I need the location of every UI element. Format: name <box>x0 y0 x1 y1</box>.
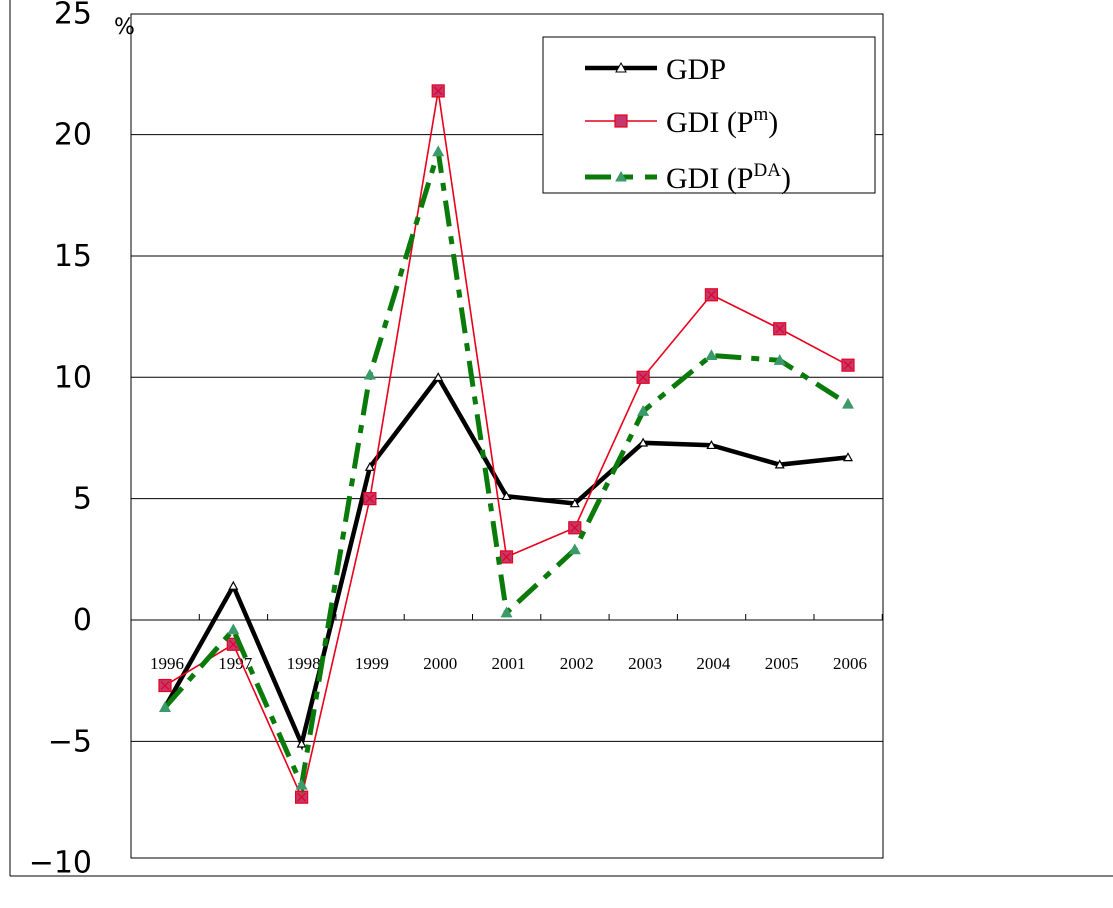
legend-item: GDP <box>585 53 726 86</box>
x-tick-label: 2004 <box>696 654 731 673</box>
data-point <box>228 580 239 590</box>
data-point <box>568 543 581 555</box>
legend-marker <box>615 61 627 73</box>
data-point <box>842 452 854 462</box>
data-point <box>774 459 785 469</box>
y-tick-label: −10 <box>29 846 92 881</box>
x-tick-label: 1998 <box>287 654 321 673</box>
data-point <box>364 461 375 471</box>
x-tick-label: 1997 <box>218 654 253 673</box>
series-gdi-pda <box>158 145 855 794</box>
x-tick-label: 1999 <box>355 654 389 673</box>
data-point-cross <box>502 552 511 562</box>
y-tick-label: 0 <box>73 603 92 638</box>
y-axis: −10 −5 0 5 10 15 20 25 <box>29 0 92 881</box>
y-tick-label: 25 <box>54 0 92 31</box>
data-point <box>500 606 513 618</box>
legend-marker <box>615 170 627 182</box>
legend-label: GDI (PDA) <box>666 160 791 195</box>
data-point <box>773 354 786 365</box>
y-tick-label: 10 <box>54 360 92 395</box>
plot-area <box>130 13 884 859</box>
data-point <box>227 623 240 635</box>
data-point-cross <box>570 523 580 533</box>
data-point-cross <box>160 681 170 690</box>
legend-item: GDI (PDA) <box>585 160 791 195</box>
data-point <box>295 778 308 790</box>
x-tick-label: 2006 <box>833 654 867 673</box>
data-point-cross <box>365 494 375 504</box>
y-tick-label: 20 <box>54 118 92 153</box>
y-unit-label: % <box>114 15 135 40</box>
data-point-cross <box>843 360 853 370</box>
data-point <box>296 738 307 748</box>
x-tick-label: 2001 <box>492 654 526 673</box>
data-point-cross <box>775 324 785 334</box>
data-point <box>637 405 650 416</box>
series-gdi-pm <box>158 84 855 804</box>
y-tick-label: −5 <box>48 724 92 759</box>
x-tick-label: 2002 <box>560 654 594 673</box>
data-point-cross <box>638 372 648 382</box>
legend-label: GDP <box>666 53 726 86</box>
data-point-cross <box>706 290 716 300</box>
data-point <box>705 349 718 361</box>
data-point <box>569 498 580 508</box>
x-tick-label: 2005 <box>765 654 799 673</box>
x-tick-label: 1996 <box>150 654 184 673</box>
data-point <box>158 701 172 712</box>
y-tick-label: 15 <box>54 239 92 274</box>
legend: GDP GDI (Pm) GDI (PDA) <box>542 36 876 195</box>
data-point <box>841 397 855 409</box>
data-point <box>363 368 376 380</box>
data-point-cross <box>433 86 443 96</box>
x-tick-label: 2000 <box>423 654 457 673</box>
series-line <box>163 150 850 794</box>
series-line <box>164 90 849 800</box>
data-point <box>706 440 717 450</box>
legend-box <box>542 36 876 194</box>
legend-marker <box>614 114 628 128</box>
series-layer <box>158 84 855 804</box>
x-axis: 1996 1997 1998 1999 2000 2001 2002 2003 2004 2005… <box>150 654 867 673</box>
data-point <box>501 490 512 501</box>
data-point <box>433 372 444 382</box>
data-point <box>432 145 445 157</box>
legend-label: GDI (Pm) <box>666 104 778 139</box>
y-tick-label: 5 <box>73 482 92 517</box>
gridlines <box>130 134 883 742</box>
legend-item: GDI (Pm) <box>585 104 778 139</box>
data-point-cross <box>297 792 307 802</box>
x-tick-label: 2003 <box>628 654 662 673</box>
data-point <box>638 437 649 447</box>
